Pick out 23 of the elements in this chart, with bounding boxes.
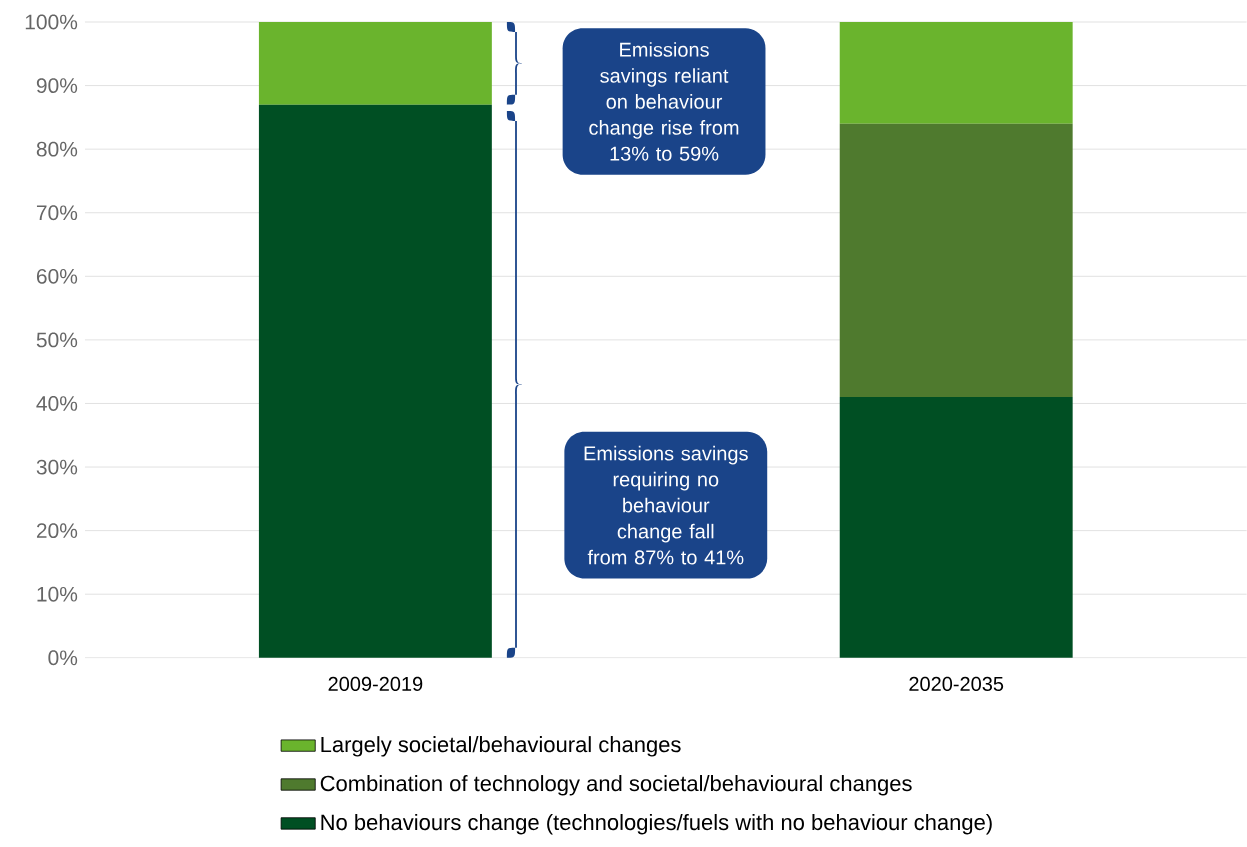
y-tick-label: 20% — [36, 523, 78, 539]
y-tick-label: 80% — [36, 141, 78, 157]
y-tick-label: 50% — [36, 332, 78, 348]
annotation: Emissions savings reliant on behaviour change rise from 13% to 59% — [589, 42, 739, 161]
bar — [258, 22, 492, 105]
y-tick-label: 10% — [37, 586, 78, 602]
x-tick-label: 2009-2019 — [328, 676, 423, 692]
legend-label: Largely societal/behavioural changes — [321, 736, 681, 757]
x-tick-label: 2020-2035 — [909, 676, 1004, 692]
y-tick-label: 0% — [48, 650, 78, 666]
y-tick-label: 90% — [36, 78, 78, 94]
legend-label: No behaviours change (technologies/fuels with no behaviour change) — [321, 814, 992, 835]
bar — [258, 104, 492, 658]
y-tick-label: 70% — [36, 205, 78, 221]
y-tick-label: 30% — [36, 459, 78, 475]
y-tick-label: 100% — [25, 14, 78, 30]
bar — [839, 123, 1073, 398]
bar — [839, 397, 1073, 658]
y-tick-label: 60% — [36, 269, 78, 284]
annotation: Emissions savings requiring no behaviour change fall from 87% to 41% — [584, 446, 748, 565]
bar — [839, 22, 1073, 124]
legend-label: Combination of technology and societal/behavioural changes — [320, 775, 912, 796]
y-tick-label: 40% — [36, 396, 78, 412]
